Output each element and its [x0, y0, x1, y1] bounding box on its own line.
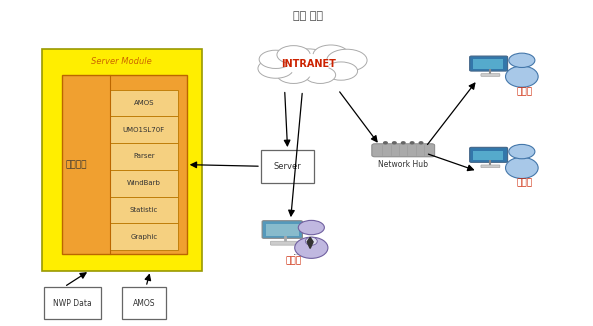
FancyBboxPatch shape — [110, 170, 178, 197]
FancyBboxPatch shape — [266, 224, 299, 236]
Circle shape — [324, 62, 358, 80]
FancyBboxPatch shape — [110, 143, 178, 170]
Circle shape — [419, 142, 423, 144]
Circle shape — [509, 53, 535, 67]
FancyBboxPatch shape — [62, 75, 187, 254]
FancyBboxPatch shape — [473, 151, 503, 160]
FancyBboxPatch shape — [270, 241, 300, 245]
Text: #cc2200: #cc2200 — [294, 254, 299, 255]
FancyBboxPatch shape — [470, 56, 508, 71]
FancyBboxPatch shape — [262, 221, 302, 238]
FancyBboxPatch shape — [261, 150, 314, 183]
Polygon shape — [307, 237, 313, 248]
FancyBboxPatch shape — [110, 223, 178, 250]
Text: AMOS: AMOS — [133, 299, 155, 308]
Ellipse shape — [295, 237, 328, 258]
Ellipse shape — [505, 157, 538, 178]
Circle shape — [327, 49, 367, 71]
FancyBboxPatch shape — [110, 197, 178, 223]
Text: Graphic: Graphic — [130, 234, 157, 240]
Text: INTRANET: INTRANET — [281, 59, 336, 68]
FancyBboxPatch shape — [473, 59, 503, 69]
Circle shape — [298, 220, 324, 235]
Text: Parser: Parser — [133, 154, 155, 159]
Circle shape — [509, 144, 535, 159]
Text: 관리자: 관리자 — [285, 256, 302, 265]
FancyBboxPatch shape — [110, 116, 178, 143]
Circle shape — [393, 142, 396, 144]
Circle shape — [259, 50, 292, 68]
Circle shape — [258, 59, 294, 78]
Circle shape — [313, 45, 349, 65]
FancyBboxPatch shape — [110, 90, 178, 116]
Text: WindBarb: WindBarb — [127, 180, 161, 186]
Ellipse shape — [305, 237, 317, 245]
Text: 공항 예보: 공항 예보 — [294, 11, 323, 21]
Circle shape — [277, 65, 310, 83]
Text: 사용자: 사용자 — [517, 87, 533, 96]
Text: Server: Server — [274, 162, 301, 171]
Text: AMOS: AMOS — [133, 100, 154, 106]
Text: 공항예보: 공항예보 — [65, 160, 87, 169]
FancyBboxPatch shape — [44, 287, 101, 319]
Text: Server Module: Server Module — [91, 57, 152, 67]
Text: 사용자: 사용자 — [517, 179, 533, 188]
Text: UMO1SL70F: UMO1SL70F — [123, 127, 165, 133]
FancyBboxPatch shape — [470, 147, 508, 162]
Circle shape — [305, 67, 336, 83]
Circle shape — [285, 49, 332, 75]
FancyBboxPatch shape — [372, 144, 435, 157]
Text: Network Hub: Network Hub — [378, 160, 428, 170]
Circle shape — [277, 46, 310, 64]
Circle shape — [401, 142, 405, 144]
FancyBboxPatch shape — [122, 287, 166, 319]
FancyBboxPatch shape — [42, 49, 202, 271]
Text: Statistic: Statistic — [130, 207, 158, 213]
Ellipse shape — [505, 66, 538, 87]
Circle shape — [410, 142, 414, 144]
Circle shape — [288, 54, 329, 77]
FancyBboxPatch shape — [481, 165, 500, 168]
Circle shape — [384, 142, 387, 144]
Text: NWP Data: NWP Data — [53, 299, 92, 308]
FancyBboxPatch shape — [481, 74, 500, 76]
